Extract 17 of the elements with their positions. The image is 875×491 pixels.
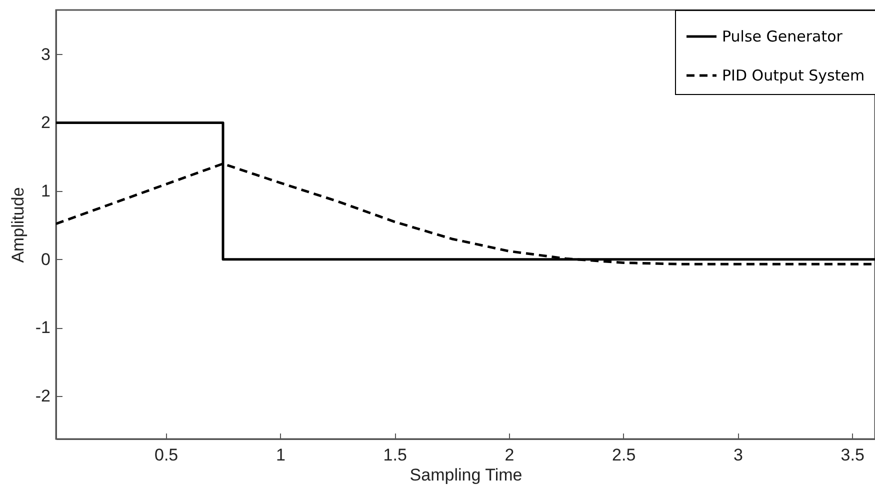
y-tick-label: 1 bbox=[41, 182, 50, 201]
legend-label: PID Output System bbox=[722, 66, 865, 84]
y-tick-label: 3 bbox=[41, 44, 50, 64]
y-tick-label: -2 bbox=[35, 386, 50, 406]
x-tick-label: 3 bbox=[734, 446, 743, 464]
x-axis-title: Sampling Time bbox=[410, 466, 522, 484]
x-tick-label: 1.5 bbox=[383, 446, 407, 464]
y-tick-label: -1 bbox=[35, 318, 50, 338]
legend-label: Pulse Generator bbox=[722, 28, 844, 46]
y-tick-label: 0 bbox=[41, 250, 50, 269]
x-tick-label: 1 bbox=[276, 446, 286, 464]
x-tick-label: 2.5 bbox=[612, 446, 636, 464]
y-axis-title: Amplitude bbox=[8, 187, 28, 263]
x-tick-label: 0.5 bbox=[154, 446, 178, 464]
x-tick-label: 2 bbox=[504, 446, 514, 464]
x-tick-label: 3.5 bbox=[840, 446, 864, 464]
y-tick-label: 2 bbox=[41, 113, 50, 132]
